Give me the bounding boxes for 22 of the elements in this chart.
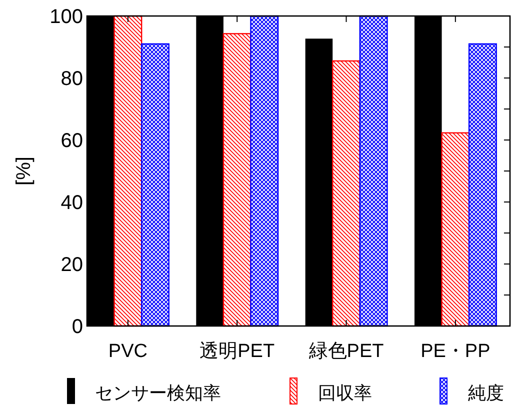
y-tick-label: 80 — [60, 68, 83, 90]
legend-label: センサー検知率 — [95, 383, 221, 403]
y-tick-label: 20 — [60, 254, 83, 276]
bar — [140, 43, 170, 327]
y-tick-label: 0 — [72, 316, 83, 338]
bar — [359, 15, 388, 327]
x-tick-label: 透明PET — [200, 341, 275, 362]
legend-label: 純度 — [468, 383, 504, 403]
x-tick-label: PVC — [108, 341, 148, 362]
bar — [114, 15, 142, 327]
bar — [441, 132, 470, 327]
legend-label: 回収率 — [318, 383, 372, 403]
bar — [332, 60, 361, 327]
bar — [222, 33, 252, 327]
y-tick-label: 60 — [60, 130, 83, 152]
x-tick-label: 緑色PET — [308, 341, 384, 362]
bar — [468, 43, 497, 327]
y-tick-label: 40 — [60, 192, 83, 214]
x-tick-label: PE・PP — [420, 341, 490, 362]
y-axis-title: [%] — [13, 156, 35, 186]
bar — [250, 15, 279, 327]
y-tick-label: 100 — [50, 6, 83, 28]
